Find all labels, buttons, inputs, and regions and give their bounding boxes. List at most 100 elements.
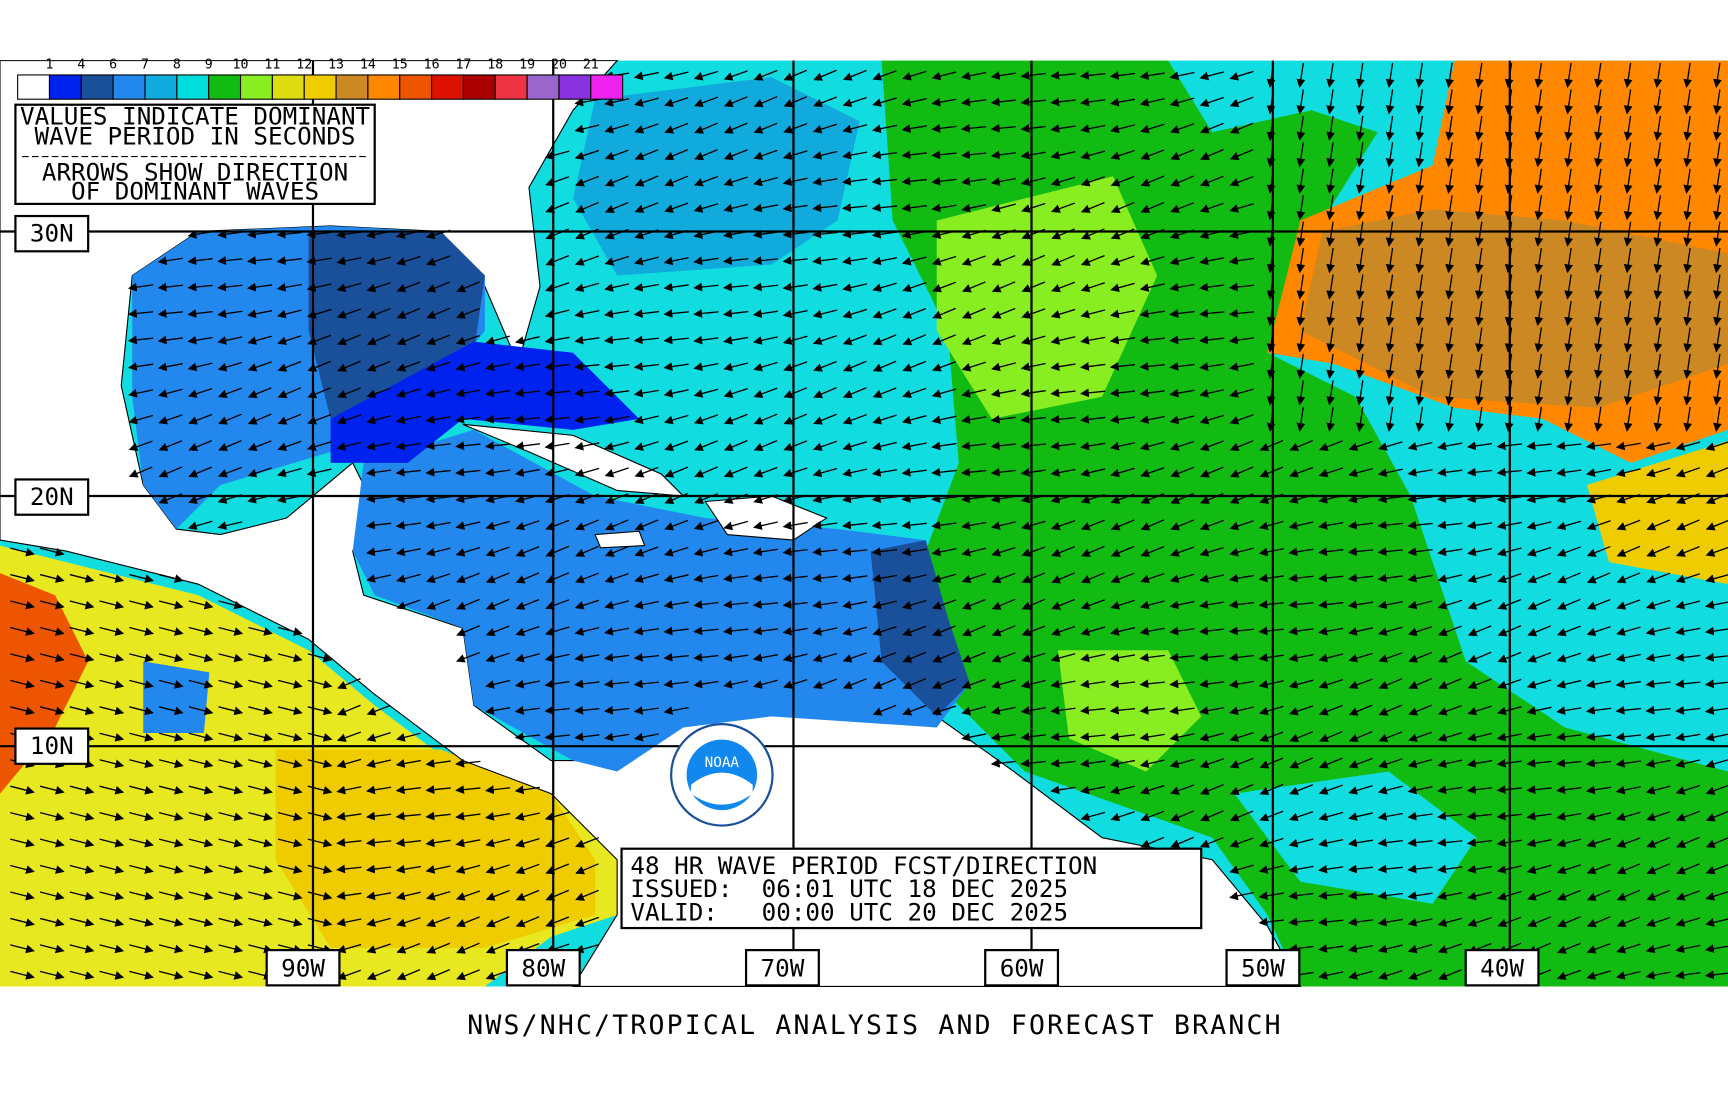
wave-arrow [693, 70, 719, 81]
wave-arrow [723, 466, 748, 478]
wave-arrow [872, 414, 897, 425]
wave-arrow [1080, 388, 1106, 398]
wave-arrow [1415, 115, 1425, 141]
wave-arrow [693, 309, 719, 318]
legend-swatch [208, 74, 242, 100]
wave-arrow [247, 440, 272, 452]
wave-arrow [932, 307, 956, 319]
wave-arrow [812, 123, 838, 134]
wave-arrow [783, 69, 808, 81]
wave-arrow [366, 282, 391, 293]
wave-arrow [1534, 168, 1544, 194]
wave-arrow [425, 521, 451, 530]
wave-arrow [1080, 124, 1106, 134]
wave-arrow [1139, 98, 1165, 107]
wave-arrow [1594, 274, 1603, 300]
wave-arrow [752, 229, 779, 239]
wave-arrow [753, 176, 778, 187]
wave-arrow [455, 334, 481, 346]
wave-arrow [337, 360, 361, 372]
legend-swatch [48, 74, 82, 100]
wave-arrow [247, 413, 272, 425]
wave-arrow [1296, 115, 1306, 141]
wave-arrow [723, 256, 749, 266]
wave-arrow [990, 97, 1017, 107]
wave-arrow [1021, 308, 1046, 319]
wave-arrow [723, 96, 748, 108]
wave-arrow [1475, 248, 1484, 274]
lon-label: 70W [761, 954, 805, 983]
legend-label: 1 [45, 57, 53, 72]
wave-arrow [1080, 362, 1106, 371]
wave-arrow [664, 96, 689, 107]
wave-arrow [1169, 71, 1195, 81]
wave-arrow [515, 336, 540, 345]
wave-arrow [1475, 274, 1484, 300]
wave-arrow [633, 282, 659, 292]
wave-arrow [812, 520, 838, 530]
wave-arrow [842, 283, 868, 292]
wave-arrow [1683, 300, 1693, 327]
wave-arrow [1050, 362, 1076, 371]
wave-arrow [1139, 388, 1165, 398]
wave-arrow [1080, 97, 1106, 107]
wave-arrow [753, 413, 778, 425]
wave-arrow [1050, 336, 1076, 345]
wave-arrow [1199, 389, 1225, 398]
wave-arrow [604, 519, 629, 531]
wave-arrow [634, 519, 659, 531]
wave-arrow [991, 203, 1016, 213]
wave-arrow [336, 441, 362, 451]
wave-arrow [1653, 380, 1663, 406]
wave-arrow [574, 388, 600, 398]
wave-arrow [812, 150, 838, 160]
jamaica [594, 530, 646, 549]
wave-arrow [931, 388, 957, 398]
wave-arrow [1713, 195, 1722, 221]
note-line: WAVE PERIOD IN SECONDS [35, 121, 356, 150]
legend-swatch [144, 74, 178, 100]
wave-arrow [693, 414, 719, 425]
wave-arrow [1623, 300, 1633, 327]
wave-arrow [1356, 380, 1365, 406]
wave-arrow [127, 335, 154, 345]
wave-arrow [1229, 414, 1254, 425]
wave-arrow [782, 309, 808, 319]
wave-arrow [1534, 380, 1544, 406]
wave-arrow [187, 282, 213, 292]
wave-arrow [1356, 406, 1365, 432]
wave-arrow [753, 466, 778, 478]
wave-arrow [336, 282, 362, 293]
lat-label: 10N [30, 731, 74, 760]
wave-arrow [1021, 202, 1046, 213]
wave-arrow [1021, 520, 1046, 531]
wave-arrow [752, 282, 779, 292]
wave-arrow [1050, 388, 1076, 398]
wave-arrow [1385, 168, 1395, 194]
wave-arrow [484, 441, 511, 451]
wave-arrow [247, 361, 272, 372]
wave-arrow [544, 150, 570, 160]
wave-arrow [1475, 89, 1484, 115]
wave-arrow [1199, 202, 1224, 213]
wave-arrow [455, 362, 481, 372]
wave-arrow [455, 441, 481, 451]
legend-label: 13 [328, 57, 344, 72]
wave-arrow [484, 414, 511, 424]
wave-arrow [1564, 380, 1574, 406]
wave-arrow [187, 520, 213, 531]
wave-arrow [1385, 142, 1395, 168]
wave-arrow [664, 202, 689, 213]
wave-arrow [1623, 380, 1633, 406]
wave-arrow [1356, 300, 1365, 327]
wave-arrow [246, 256, 273, 265]
wave-arrow [1229, 388, 1254, 398]
wave-arrow [127, 309, 154, 318]
wave-arrow [1139, 441, 1165, 451]
wave-arrow [366, 256, 392, 266]
wave-arrow [1356, 327, 1365, 353]
wave-arrow [723, 335, 749, 345]
legend-swatch [558, 74, 592, 100]
wave-arrow [1653, 195, 1663, 221]
